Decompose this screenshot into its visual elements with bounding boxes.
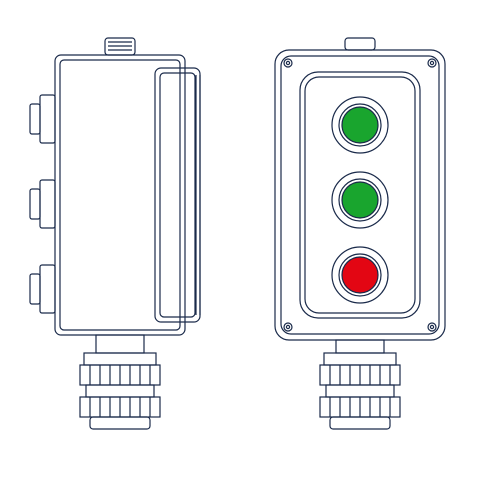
control-station-diagram xyxy=(0,0,500,500)
